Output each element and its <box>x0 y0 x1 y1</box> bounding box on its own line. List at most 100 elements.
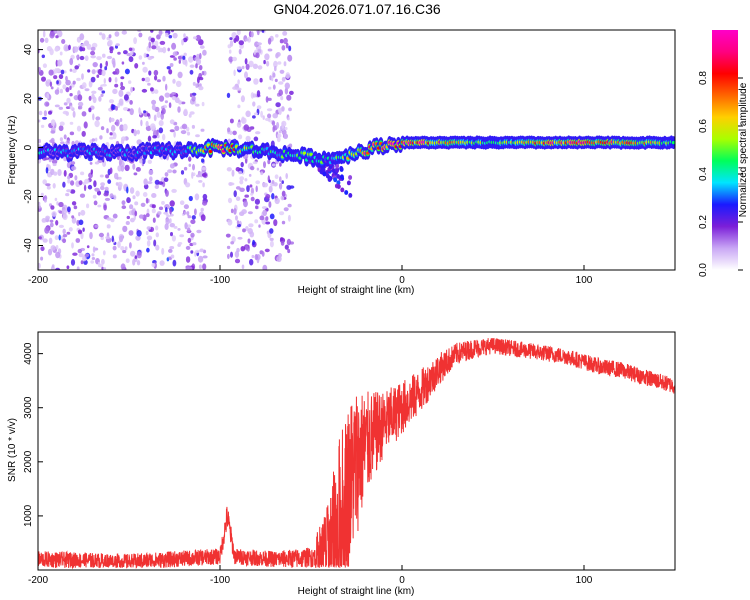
spectrogram-noise-cell <box>97 86 103 91</box>
spectrogram-noise-cell <box>191 215 196 220</box>
spectrogram-noise-cell <box>118 89 124 97</box>
spectrogram-noise-cell <box>235 196 241 201</box>
spectrogram-noise-cell <box>49 219 54 223</box>
spectrogram-noise-cell <box>229 118 234 124</box>
spectrogram-noise-cell <box>143 178 148 186</box>
snr-y-tick-label: 2000 <box>23 450 34 473</box>
spectrogram-noise-cell <box>252 101 256 107</box>
spectrogram-noise-cell <box>169 163 175 169</box>
spectrogram-noise-cell <box>51 211 57 217</box>
spectrogram-noise-cell <box>115 119 120 127</box>
spectrogram-y-tick-label: -20 <box>23 189 34 204</box>
spectrogram-noise-cell <box>227 127 231 133</box>
spectrogram-noise-cell <box>230 241 235 245</box>
spectrogram-noise-cell <box>69 121 74 125</box>
spectrogram-noise-cell <box>146 235 153 241</box>
spectrogram-noise-cell <box>50 205 55 210</box>
spectrogram-noise-cell <box>53 75 58 80</box>
spectrogram-noise-cell <box>92 62 98 68</box>
spectrogram-noise-cell <box>173 225 178 229</box>
spectrogram-noise-cell <box>248 60 254 68</box>
spectrogram-noise-cell <box>69 131 75 136</box>
spectrogram-noise-cell <box>135 190 140 197</box>
spectrogram-noise-cell <box>161 247 165 255</box>
spectrogram-noise-cell <box>120 76 125 80</box>
spectrogram-noise-cell <box>112 88 118 95</box>
spectrogram-noise-cell <box>169 119 175 125</box>
spectrogram-noise-cell <box>125 258 130 264</box>
spectrogram-noise-cell <box>171 235 176 242</box>
spectrogram-noise-cell <box>174 125 180 131</box>
spectrogram-noise-cell <box>146 240 151 247</box>
spectrogram-noise-cell <box>76 55 79 58</box>
spectrogram-noise-cell <box>158 30 163 37</box>
spectrogram-noise-cell <box>264 53 270 61</box>
spectrogram-noise-cell <box>151 193 157 198</box>
spectrogram-noise-cell <box>164 172 169 177</box>
spectrogram-noise-cell <box>237 223 241 228</box>
spectrogram-noise-cell <box>244 38 249 42</box>
spectrogram-noise-cell <box>109 193 114 199</box>
spectrogram-noise-cell <box>136 251 142 259</box>
spectrogram-noise-cell <box>250 196 255 202</box>
spectrogram-noise-cell <box>162 133 166 141</box>
spectrogram-noise-cell <box>196 174 201 178</box>
spectrogram-noise-cell <box>271 163 276 167</box>
spectrogram-tail-cell <box>335 168 339 174</box>
spectrogram-noise-cell <box>164 92 171 98</box>
spectrogram-noise-cell <box>146 247 150 253</box>
spectrogram-noise-cell <box>245 110 251 118</box>
spectrogram-noise-cell <box>38 138 41 144</box>
spectrogram-noise-cell <box>287 248 291 254</box>
spectrogram-noise-cell <box>254 219 259 224</box>
spectrogram-noise-cell <box>120 85 126 91</box>
spectrogram-noise-cell <box>87 69 91 73</box>
spectrogram-noise-cell <box>273 60 278 68</box>
spectrogram-noise-cell <box>199 52 202 60</box>
spectrogram-noise-cell <box>45 183 51 187</box>
spectrogram-noise-cell <box>263 161 266 169</box>
spectrogram-noise-cell <box>59 137 64 142</box>
spectrogram-noise-cell <box>95 116 101 121</box>
spectrogram-tail-cell <box>333 177 338 183</box>
spectrogram-tail-cell <box>348 175 353 180</box>
spectrogram-noise-cell <box>283 61 287 67</box>
spectrogram-noise-cell <box>151 104 156 111</box>
spectrogram-noise-cell <box>128 80 132 84</box>
spectrogram-noise-cell <box>279 162 282 167</box>
spectrogram-noise-cell <box>235 215 238 221</box>
spectrogram-noise-cell <box>277 61 282 65</box>
spectrogram-noise-cell <box>112 245 117 251</box>
spectrogram-noise-cell <box>262 209 268 217</box>
spectrogram-noise-cell <box>164 223 169 231</box>
spectrogram-noise-cell <box>259 215 265 221</box>
spectrogram-noise-cell <box>286 185 292 190</box>
spectrogram-noise-cell <box>55 220 59 226</box>
spectrogram-noise-cell <box>173 131 176 138</box>
spectrogram-noise-cell <box>98 232 104 238</box>
spectrogram-noise-cell <box>52 162 57 167</box>
spectrogram-noise-cell <box>166 257 170 262</box>
spectrogram-noise-cell <box>61 39 66 44</box>
spectrogram-noise-cell <box>281 106 285 112</box>
snr-x-tick-label: -100 <box>210 575 230 586</box>
spectrogram-noise-cell <box>283 207 289 212</box>
spectrogram-noise-cell <box>245 245 249 251</box>
spectrogram-x-tick-label: -100 <box>210 275 230 286</box>
snr-y-tick-label: 3000 <box>23 396 34 419</box>
spectrogram-noise-cell <box>43 110 48 117</box>
spectrogram-noise-cell <box>186 131 191 136</box>
spectrogram-noise-cell <box>84 55 89 61</box>
spectrogram-noise-cell <box>80 43 86 48</box>
spectrogram-noise-cell <box>187 237 192 243</box>
spectrogram-noise-cell <box>94 187 100 192</box>
spectrogram-noise-cell <box>65 79 71 86</box>
spectrogram-noise-cell <box>152 135 157 139</box>
spectrogram-noise-cell <box>239 187 245 192</box>
spectrogram-noise-cell <box>198 65 203 71</box>
spectrogram-x-tick-label: -200 <box>28 275 48 286</box>
spectrogram-noise-cell <box>42 238 48 243</box>
spectrogram-noise-cell <box>91 253 95 257</box>
spectrogram-noise-cell <box>99 32 103 36</box>
spectrogram-noise-cell <box>188 56 194 63</box>
